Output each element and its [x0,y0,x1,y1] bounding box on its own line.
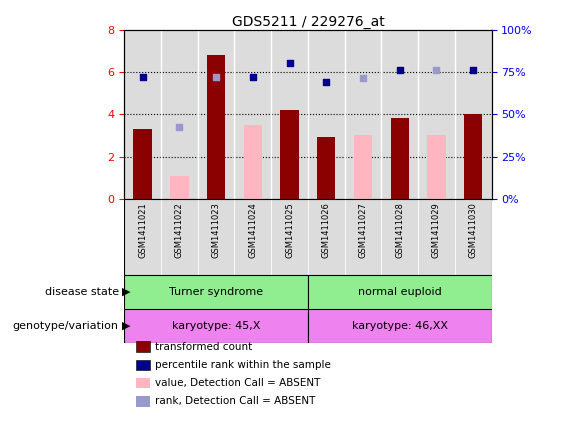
Bar [124,309,308,343]
Point [322,79,331,86]
Bar [354,135,372,199]
Text: GSM1411025: GSM1411025 [285,203,294,258]
Bar [308,309,492,343]
Title: GDS5211 / 229276_at: GDS5211 / 229276_at [232,14,384,29]
Bar [308,275,492,309]
Bar [244,125,262,199]
Text: GSM1411021: GSM1411021 [138,203,147,258]
Text: GSM1411022: GSM1411022 [175,203,184,258]
Point [395,66,404,73]
Bar [464,114,483,199]
Point [249,74,258,80]
Text: GSM1411023: GSM1411023 [212,203,220,258]
Bar [198,199,234,275]
Bar [390,118,409,199]
Text: transformed count: transformed count [155,342,253,352]
Bar [345,199,381,275]
Text: GSM1411024: GSM1411024 [249,203,257,258]
Bar [124,275,308,309]
Point [175,124,184,130]
Text: GSM1411029: GSM1411029 [432,203,441,258]
Bar [170,176,189,199]
Bar [207,55,225,199]
Text: Turner syndrome: Turner syndrome [169,287,263,297]
Bar [455,199,492,275]
Text: value, Detection Call = ABSENT: value, Detection Call = ABSENT [155,378,321,388]
Bar [161,199,198,275]
Bar [271,199,308,275]
Bar [280,110,299,199]
Bar [317,137,336,199]
Bar [124,199,161,275]
Text: genotype/variation: genotype/variation [12,321,119,331]
Point [469,66,478,73]
Text: ▶: ▶ [121,321,130,331]
Text: rank, Detection Call = ABSENT: rank, Detection Call = ABSENT [155,396,316,407]
Bar [427,135,446,199]
Bar [133,129,152,199]
Point [211,74,220,80]
Text: karyotype: 45,X: karyotype: 45,X [172,321,260,331]
Text: percentile rank within the sample: percentile rank within the sample [155,360,331,370]
Bar [234,199,271,275]
Point [138,74,147,80]
Point [285,60,294,67]
Text: GSM1411027: GSM1411027 [359,203,367,258]
Bar [381,199,418,275]
Text: GSM1411026: GSM1411026 [322,203,331,258]
Bar [308,199,345,275]
Text: disease state: disease state [45,287,119,297]
Point [359,75,368,82]
Text: GSM1411030: GSM1411030 [469,203,477,258]
Bar [418,199,455,275]
Text: ▶: ▶ [121,287,130,297]
Point [432,66,441,73]
Text: normal euploid: normal euploid [358,287,442,297]
Text: GSM1411028: GSM1411028 [396,203,404,258]
Text: karyotype: 46,XX: karyotype: 46,XX [352,321,447,331]
